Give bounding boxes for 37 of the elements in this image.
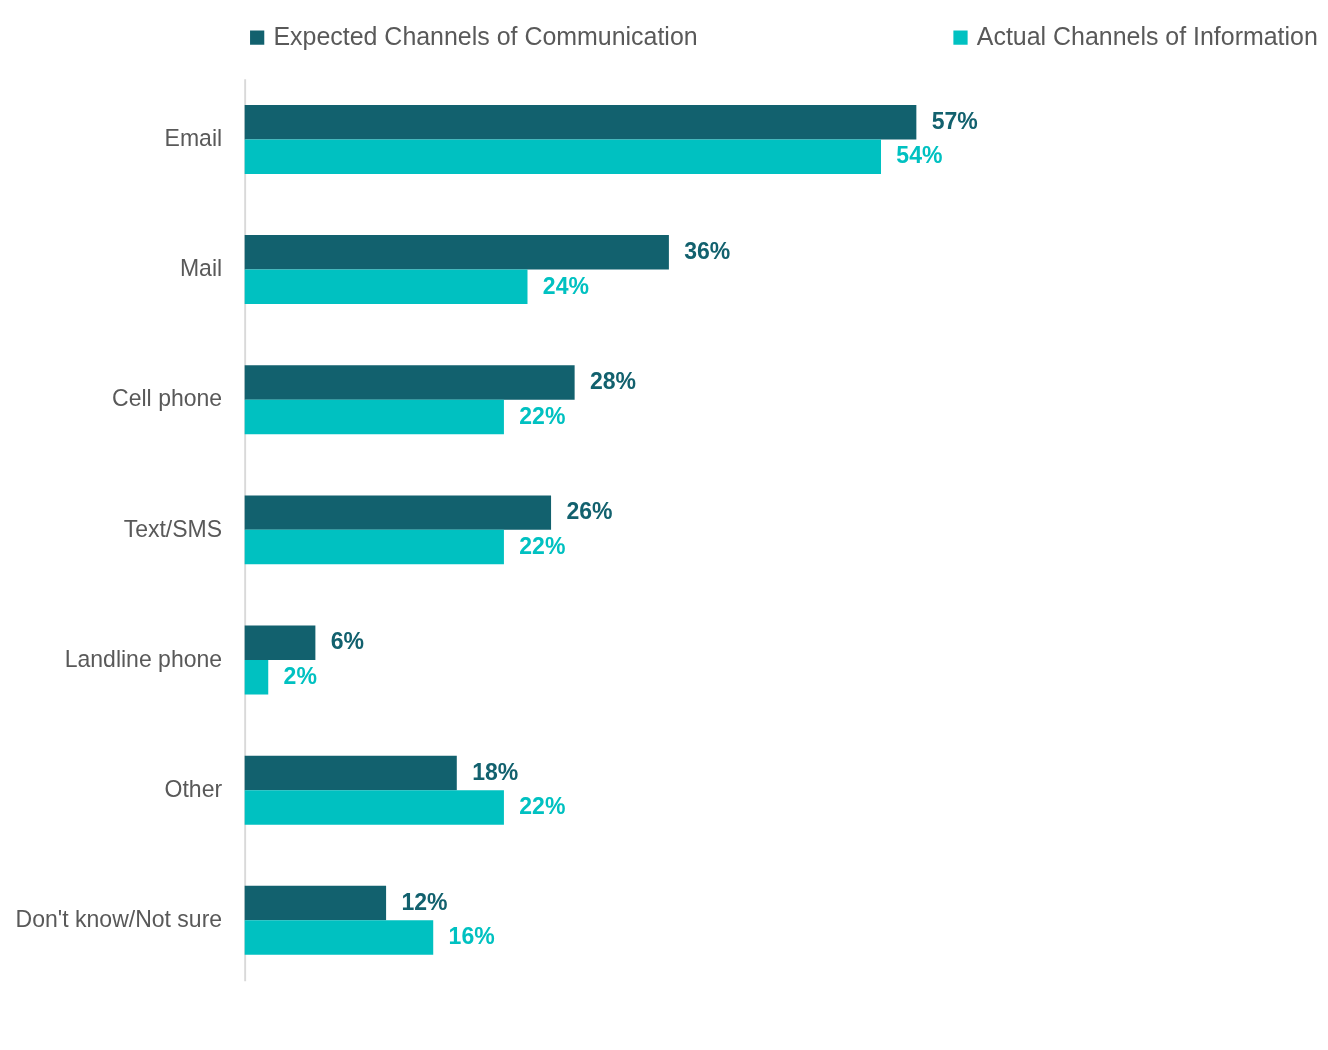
data-label: 24% xyxy=(542,272,589,299)
data-label: 36% xyxy=(684,238,731,265)
data-label: 22% xyxy=(519,532,566,559)
bar xyxy=(244,790,504,825)
data-label: 6% xyxy=(330,628,364,655)
y-tick-label: Text/SMS xyxy=(123,515,223,542)
data-label: 22% xyxy=(519,402,566,429)
data-label: 18% xyxy=(472,758,519,785)
bar xyxy=(244,235,669,270)
y-tick-label: Cell phone xyxy=(112,385,223,412)
bar xyxy=(244,365,575,400)
y-tick-label: Email xyxy=(164,125,223,152)
data-label: 26% xyxy=(566,498,613,525)
bar xyxy=(244,885,387,921)
legend-label: Expected Channels of Communication xyxy=(273,22,698,51)
bar xyxy=(244,529,504,565)
bar xyxy=(244,139,882,174)
y-tick-label: Mail xyxy=(179,255,223,282)
data-label: 57% xyxy=(931,107,978,134)
y-tick-label: Landline phone xyxy=(64,645,223,672)
bar xyxy=(244,755,457,791)
bar xyxy=(244,104,917,140)
data-label: 16% xyxy=(448,923,495,950)
bar xyxy=(244,920,434,955)
bar xyxy=(244,660,269,695)
data-label: 28% xyxy=(589,368,637,395)
bar xyxy=(244,625,316,661)
bar xyxy=(244,399,504,435)
data-label: 22% xyxy=(519,793,566,820)
data-label: 2% xyxy=(283,662,317,689)
data-label: 54% xyxy=(896,142,943,169)
y-tick-label: Other xyxy=(164,775,223,802)
legend-label: Actual Channels of Information xyxy=(976,22,1318,51)
data-label: 12% xyxy=(401,888,448,915)
bar xyxy=(244,269,528,305)
y-tick-label: Don't know/Not sure xyxy=(15,906,223,933)
bar xyxy=(244,495,552,530)
